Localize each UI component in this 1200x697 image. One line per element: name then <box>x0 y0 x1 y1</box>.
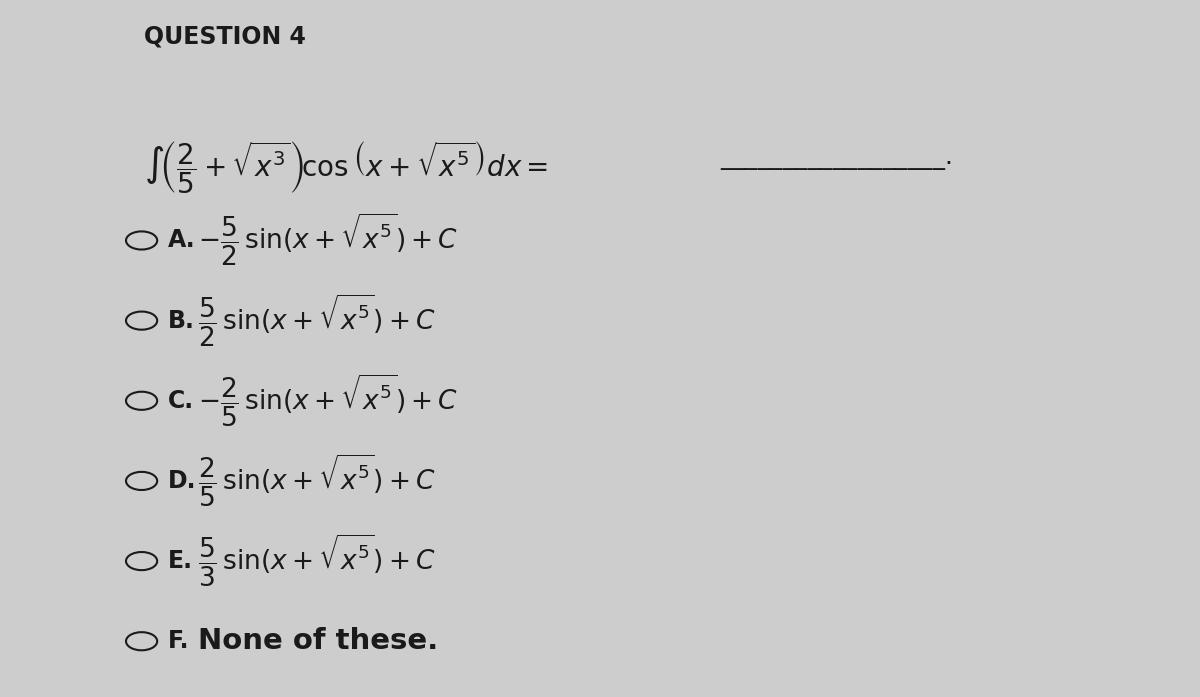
Text: None of these.: None of these. <box>198 627 438 655</box>
Text: C.: C. <box>168 389 194 413</box>
Text: $-\dfrac{2}{5}\,\sin(x + \sqrt{x^5}) + C$: $-\dfrac{2}{5}\,\sin(x + \sqrt{x^5}) + C… <box>198 373 458 429</box>
Text: $\dfrac{5}{3}\,\sin(x + \sqrt{x^5}) + C$: $\dfrac{5}{3}\,\sin(x + \sqrt{x^5}) + C$ <box>198 533 436 589</box>
Text: B.: B. <box>168 309 194 332</box>
Text: __________________.: __________________. <box>720 146 953 170</box>
Text: F.: F. <box>168 629 190 653</box>
Text: A.: A. <box>168 229 196 252</box>
Text: $\dfrac{2}{5}\,\sin(x + \sqrt{x^5}) + C$: $\dfrac{2}{5}\,\sin(x + \sqrt{x^5}) + C$ <box>198 453 436 509</box>
Text: $\dfrac{5}{2}\,\sin(x + \sqrt{x^5}) + C$: $\dfrac{5}{2}\,\sin(x + \sqrt{x^5}) + C$ <box>198 293 436 348</box>
Text: $\int\!\left(\dfrac{2}{5} + \sqrt{x^3}\right)\!\cos\left(x + \sqrt{x^5}\right)dx: $\int\!\left(\dfrac{2}{5} + \sqrt{x^3}\r… <box>144 139 548 197</box>
Text: $-\dfrac{5}{2}\,\sin(x + \sqrt{x^5}) + C$: $-\dfrac{5}{2}\,\sin(x + \sqrt{x^5}) + C… <box>198 213 458 268</box>
Text: QUESTION 4: QUESTION 4 <box>144 24 306 48</box>
Text: D.: D. <box>168 469 197 493</box>
Text: E.: E. <box>168 549 193 573</box>
